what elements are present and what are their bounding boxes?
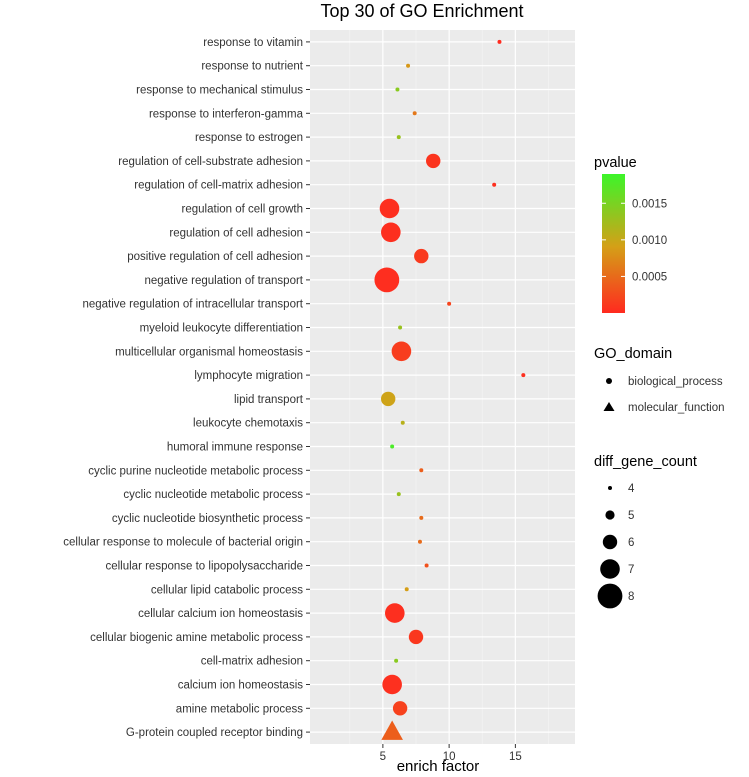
data-point xyxy=(406,63,411,68)
data-point xyxy=(408,629,424,645)
y-axis-label: cellular calcium ion homeostasis xyxy=(138,608,303,620)
x-axis-ticks: 5 10 15 xyxy=(380,744,522,763)
plot-panel xyxy=(310,30,575,744)
legend-count-label: 5 xyxy=(628,510,634,522)
y-axis-label: response to mechanical stimulus xyxy=(136,85,303,97)
legend-count-label: 8 xyxy=(628,591,634,603)
legend-size-circle xyxy=(605,510,615,520)
legend-count-label: 4 xyxy=(628,483,635,495)
data-point xyxy=(395,87,400,92)
legend-size-circle xyxy=(602,534,618,550)
legend-size-circle xyxy=(597,583,623,609)
legend-count-label: 6 xyxy=(628,537,634,549)
y-axis-label: multicellular organismal homeostasis xyxy=(115,346,303,358)
legend-go-domain: GO_domain biological_process molecular_fu… xyxy=(594,346,725,414)
y-axis-label: amine metabolic process xyxy=(176,703,303,715)
data-point xyxy=(394,658,399,663)
y-axis-label: lymphocyte migration xyxy=(194,370,303,382)
pvalue-tick-label: 0.0010 xyxy=(632,235,667,247)
data-point xyxy=(521,373,526,378)
y-axis-label: humoral immune response xyxy=(167,442,303,454)
y-axis-label: cellular biogenic amine metabolic proces… xyxy=(90,632,303,644)
y-axis-label: G-protein coupled receptor binding xyxy=(126,727,303,739)
y-axis-label: cellular response to molecule of bacteri… xyxy=(63,537,303,549)
data-point xyxy=(426,153,441,169)
data-point xyxy=(374,267,400,293)
data-point xyxy=(391,341,412,362)
y-axis-label: regulation of cell adhesion xyxy=(169,227,303,239)
y-axis-label: lipid transport xyxy=(234,394,304,406)
pvalue-colorbar xyxy=(602,174,625,313)
y-axis-label: calcium ion homeostasis xyxy=(178,680,304,692)
y-axis-label: cellular lipid catabolic process xyxy=(151,584,303,596)
y-axis-label: cyclic nucleotide biosynthetic process xyxy=(112,513,303,525)
y-axis-label: response to interferon-gamma xyxy=(149,108,304,120)
legend-size-circle xyxy=(608,486,612,490)
data-points xyxy=(374,39,526,740)
y-axis-label: regulation of cell-matrix adhesion xyxy=(134,180,303,192)
data-point xyxy=(381,222,401,243)
data-point xyxy=(385,603,405,623)
y-axis-labels: response to vitamin response to nutrient r… xyxy=(63,37,310,739)
legend-domain-label: biological_process xyxy=(628,376,723,388)
legend-triangle-icon xyxy=(603,402,615,411)
legend-pvalue-title: pvalue xyxy=(594,155,637,171)
y-axis-label: regulation of cell-substrate adhesion xyxy=(118,156,303,168)
grid-lines xyxy=(310,30,575,744)
x-tick-label: 10 xyxy=(443,751,456,763)
data-point xyxy=(492,182,497,187)
data-point xyxy=(392,701,408,716)
data-point xyxy=(382,674,402,695)
legend-gene-count: diff_gene_count 4 5 6 7 8 xyxy=(594,454,697,609)
data-point xyxy=(404,587,409,592)
legend-pvalue: pvalue 0.0005 0.0010 0.0015 xyxy=(594,155,667,313)
data-point xyxy=(398,325,403,330)
y-axis-label: negative regulation of transport xyxy=(144,275,303,287)
data-point xyxy=(390,444,395,449)
data-point xyxy=(414,248,429,264)
legend-domain-title: GO_domain xyxy=(594,346,672,362)
pvalue-tick-label: 0.0005 xyxy=(632,271,667,283)
legend-circle-icon xyxy=(606,378,612,384)
y-axis-label: myeloid leukocyte differentiation xyxy=(140,323,303,335)
data-point xyxy=(419,515,424,520)
legend-count-title: diff_gene_count xyxy=(594,454,697,470)
pvalue-tick-label: 0.0015 xyxy=(632,198,667,210)
y-axis-label: leukocyte chemotaxis xyxy=(193,418,303,430)
data-point xyxy=(419,468,424,473)
y-axis-label: negative regulation of intracellular tra… xyxy=(82,299,303,311)
data-point xyxy=(379,198,400,219)
data-point xyxy=(497,39,502,44)
data-point xyxy=(447,301,452,306)
y-axis-label: response to vitamin xyxy=(203,37,303,49)
data-point xyxy=(417,539,422,544)
legend-domain-label: molecular_function xyxy=(628,402,725,414)
legend-count-label: 7 xyxy=(628,564,634,576)
y-axis-label: regulation of cell growth xyxy=(182,204,303,216)
data-point xyxy=(396,492,401,497)
data-point-triangle xyxy=(381,720,403,740)
x-tick-label: 15 xyxy=(509,751,522,763)
data-point xyxy=(424,563,429,568)
x-axis-title: enrich factor xyxy=(397,758,480,775)
data-point xyxy=(400,420,405,425)
y-axis-label: response to nutrient xyxy=(201,61,303,73)
data-point xyxy=(412,111,417,116)
legend-size-circle xyxy=(600,559,620,579)
y-axis-label: cyclic purine nucleotide metabolic proce… xyxy=(88,465,303,477)
x-tick-label: 5 xyxy=(380,751,386,763)
data-point xyxy=(396,135,401,140)
y-axis-label: cyclic nucleotide metabolic process xyxy=(123,489,303,501)
y-axis-label: positive regulation of cell adhesion xyxy=(127,251,303,263)
y-axis-label: cell-matrix adhesion xyxy=(201,656,303,668)
data-point xyxy=(380,391,396,407)
y-axis-label: response to estrogen xyxy=(195,132,303,144)
chart-title: Top 30 of GO Enrichment xyxy=(320,1,523,21)
y-axis-label: cellular response to lipopolysaccharide xyxy=(105,561,303,573)
